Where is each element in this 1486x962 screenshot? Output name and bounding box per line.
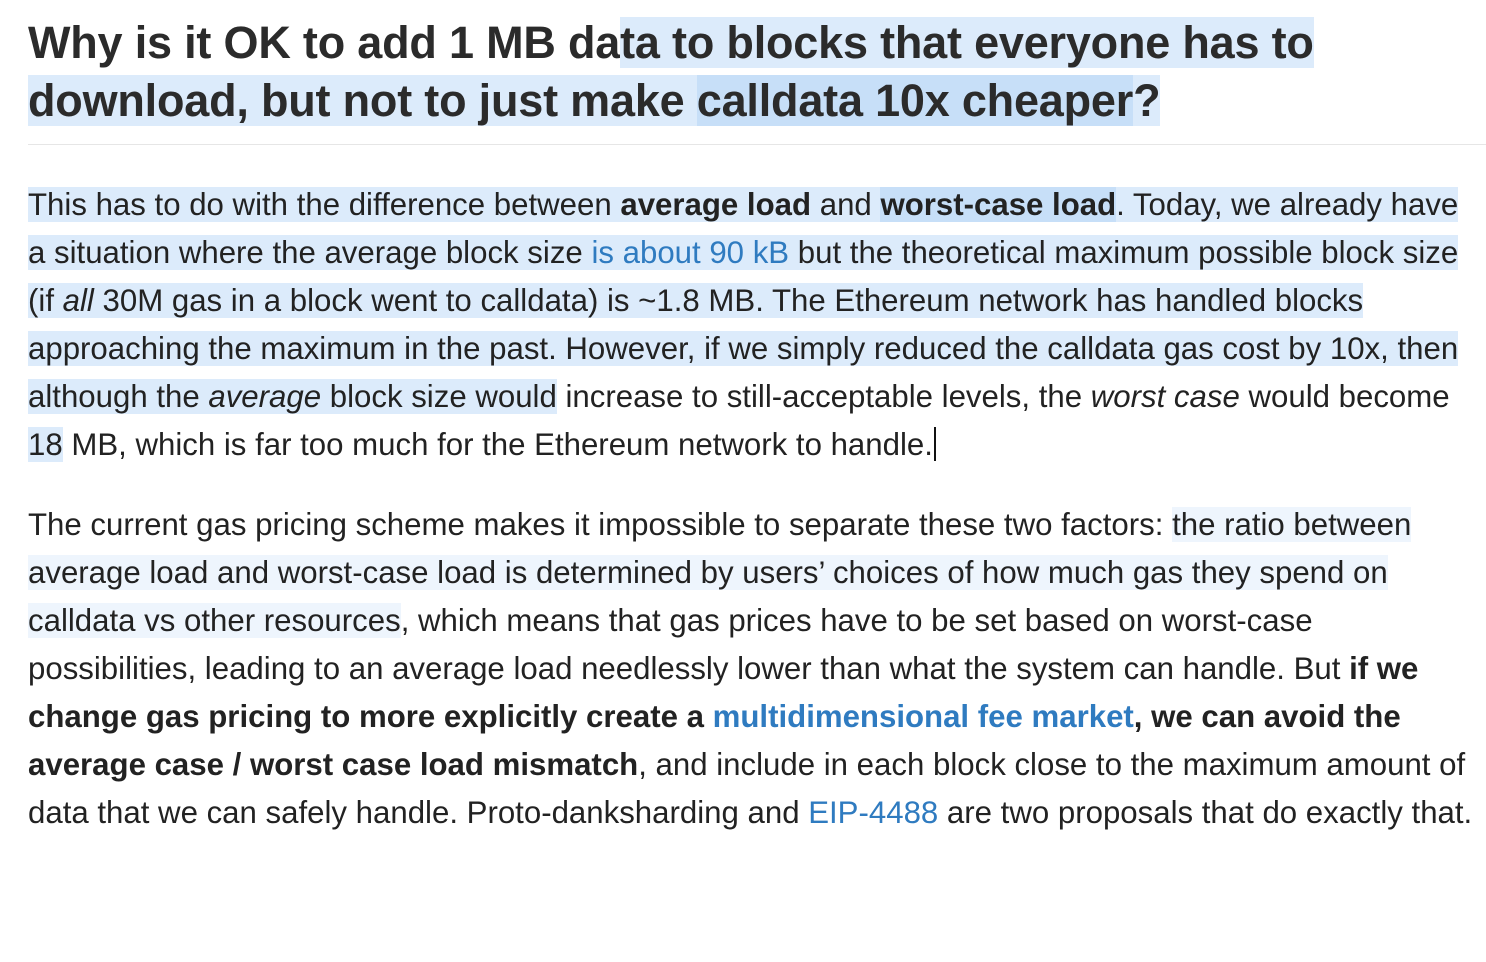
p1-bold-worst-case-load: worst-case load: [880, 187, 1117, 222]
p1-text-3: . Today, we already have a situation whe…: [28, 187, 1459, 270]
p1-text-9: MB, which is far too much for the Ethere…: [62, 427, 933, 462]
link-multidimensional-fee-market[interactable]: multidimensional fee market: [712, 699, 1134, 734]
link-eip-4488[interactable]: EIP-4488: [808, 795, 939, 830]
heading-divider: [28, 144, 1486, 145]
p2-text-2: , which means that gas prices have to be…: [28, 603, 1350, 686]
p1-selected-number: 18: [28, 427, 63, 462]
section-heading: Why is it OK to add 1 MB data to blocks …: [28, 14, 1468, 130]
link-block-size[interactable]: is about 90 kB: [591, 235, 790, 270]
p1-text-2: and: [811, 187, 881, 222]
p2-bold-2: , we can avoid the average case / worst …: [28, 699, 1401, 782]
p1-italic-worst-case: worst case: [1090, 379, 1240, 414]
paragraph-load-explanation: This has to do with the difference betwe…: [28, 181, 1484, 469]
p1-text-5: 30M gas in a block went to calldata) is …: [28, 283, 1459, 414]
heading-text-start: Why is it OK to add 1 MB da: [28, 17, 621, 68]
p1-text-8: would become: [1239, 379, 1450, 414]
p1-text-4: but the theoretical maximum possible blo…: [28, 235, 1459, 318]
p1-text-1: This has to do with the difference betwe…: [28, 187, 621, 222]
heading-selected-text-strong: calldata 10x cheaper: [696, 75, 1134, 126]
paragraph-gas-pricing: The current gas pricing scheme makes it …: [28, 501, 1484, 837]
p1-text-7: increase to still-acceptable levels, the: [556, 379, 1091, 414]
p2-text-4: are two proposals that do exactly that.: [938, 795, 1473, 830]
p1-bold-average-load: average load: [620, 187, 812, 222]
p1-italic-average: average: [208, 379, 322, 414]
p2-bold-1: if we change gas pricing to more explici…: [28, 651, 1419, 734]
p2-text-3: , and include in each block close to the…: [28, 747, 1466, 830]
p1-italic-all: all: [62, 283, 94, 318]
p1-text-6: block size would: [321, 379, 557, 414]
text-cursor: [933, 427, 936, 461]
heading-question-mark: ?: [1133, 75, 1161, 126]
p2-text-1: The current gas pricing scheme makes it …: [28, 507, 1173, 542]
